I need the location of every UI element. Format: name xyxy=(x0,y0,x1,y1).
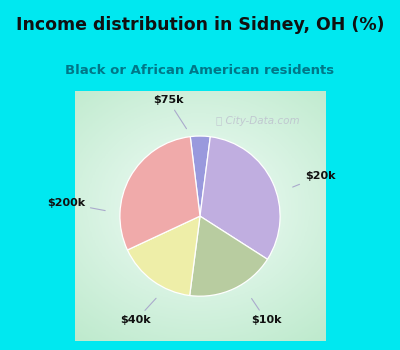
Text: $75k: $75k xyxy=(153,95,186,129)
Wedge shape xyxy=(120,136,200,250)
Wedge shape xyxy=(200,137,280,259)
Text: ⓘ City-Data.com: ⓘ City-Data.com xyxy=(216,116,299,126)
Text: $200k: $200k xyxy=(47,198,105,211)
Text: $40k: $40k xyxy=(121,298,156,325)
Text: Income distribution in Sidney, OH (%): Income distribution in Sidney, OH (%) xyxy=(16,16,384,35)
Text: $10k: $10k xyxy=(251,299,281,325)
Wedge shape xyxy=(128,216,200,295)
Text: $20k: $20k xyxy=(293,171,335,187)
Wedge shape xyxy=(190,216,268,296)
Wedge shape xyxy=(190,136,210,216)
Text: Black or African American residents: Black or African American residents xyxy=(66,64,334,77)
